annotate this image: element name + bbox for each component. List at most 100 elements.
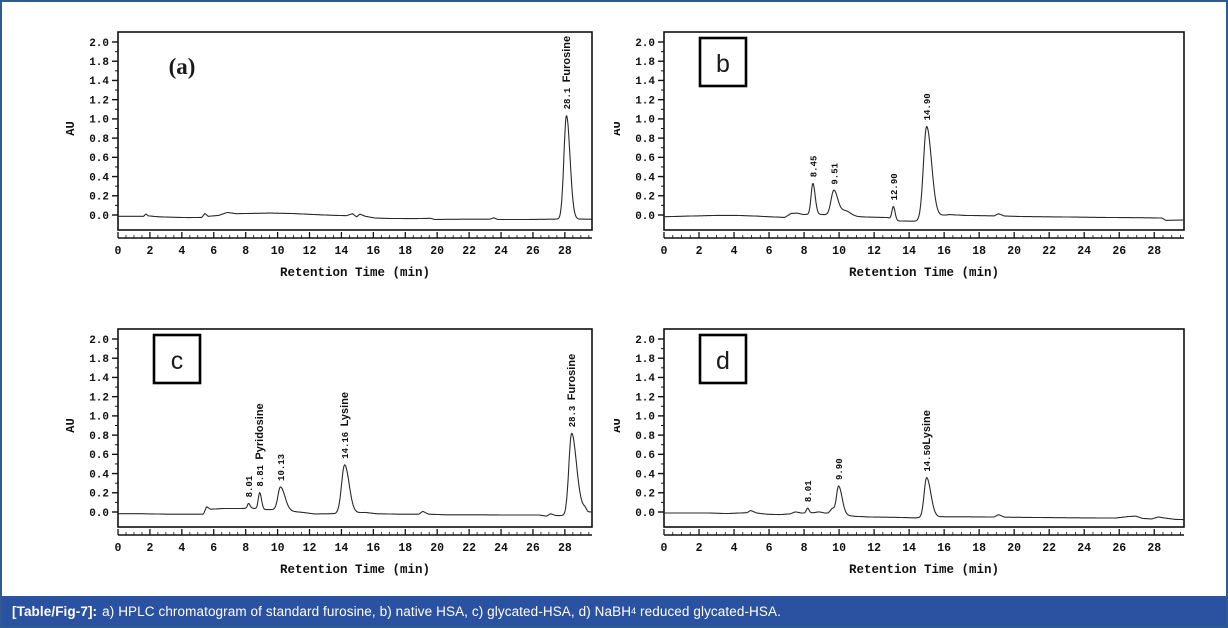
y-tick-label: 2.0 (89, 335, 109, 347)
y-tick-label: 0.6 (635, 153, 655, 165)
panel-b: 2.0 1.8 1.4 1.2 1.0 0.8 0.6 0.4 0.2 0.0 AU 0 2 4 6 8 10 1… (614, 2, 1226, 299)
chromatogram-trace (118, 115, 592, 221)
x-tick-label: 18 (972, 245, 986, 258)
x-tick-label: 16 (937, 245, 951, 258)
x-tick-label: 4 (178, 542, 185, 555)
panel-c: 2.0 1.8 1.4 1.2 1.0 0.8 0.6 0.4 0.2 0.0 AU 0 2 4 6 8 10 1… (2, 299, 614, 596)
y-tick-label: 0.8 (89, 431, 109, 443)
x-tick-label: 10 (832, 245, 846, 258)
chromatogram-trace (664, 125, 1184, 222)
y-tick-label: 0.0 (89, 508, 109, 520)
plot-box (117, 31, 593, 231)
y-tick-label: 0.8 (89, 134, 109, 146)
y-tick-label: 1.2 (635, 95, 655, 107)
y-tick-label: 0.6 (89, 153, 109, 165)
panel-letter: b (716, 50, 730, 78)
chromatogram-grid: 2.0 1.8 1.4 1.2 1.0 0.8 0.6 0.4 0.2 0.0 AU 0 2 4 6 8 10 1… (2, 2, 1226, 596)
y-tick-label: 1.0 (89, 412, 109, 424)
figure-caption: [Table/Fig-7]: a) HPLC chromatogram of st… (2, 596, 1226, 626)
x-axis-title: Retention Time (min) (849, 266, 999, 280)
y-tick-label: 0.8 (635, 134, 655, 146)
y-axis-title: AU (64, 121, 78, 135)
x-tick-label: 16 (366, 542, 380, 555)
x-tick-label: 26 (526, 245, 540, 258)
x-tick-label: 12 (303, 542, 317, 555)
y-tick-label: 1.4 (89, 76, 109, 88)
peak-label: 14.50Lysine (921, 410, 933, 471)
y-tick-label: 1.0 (635, 115, 655, 127)
x-tick-label: 22 (462, 245, 476, 258)
peak-label: 12.90 (890, 173, 900, 200)
y-axis: 2.0 1.8 1.4 1.2 1.0 0.8 0.6 0.4 0.2 0.0 AU (64, 335, 118, 520)
x-tick-label: 2 (146, 542, 153, 555)
y-tick-label: 0.4 (635, 172, 655, 184)
x-tick-label: 0 (115, 245, 122, 258)
y-axis: 2.0 1.8 1.4 1.2 1.0 0.8 0.6 0.4 0.2 0.0 AU (614, 335, 664, 520)
plot-box (117, 328, 593, 528)
y-tick-label: 1.4 (89, 373, 109, 385)
y-tick-label: 0.2 (89, 489, 109, 501)
x-tick-label: 0 (661, 542, 668, 555)
peak-label: 9.51 (830, 162, 840, 184)
x-tick-label: 24 (1077, 542, 1091, 555)
x-tick-label: 20 (1007, 542, 1021, 555)
y-tick-label: 1.8 (89, 57, 109, 69)
x-tick-label: 16 (366, 245, 380, 258)
x-tick-label: 6 (210, 542, 217, 555)
peak-label: 10.13 (277, 454, 287, 481)
peak-label: 28.1 Furosine (561, 36, 573, 109)
x-tick-label: 14 (335, 542, 349, 555)
x-tick-label: 26 (1112, 542, 1126, 555)
panel-letter-box (152, 333, 202, 385)
x-tick-label: 8 (242, 542, 249, 555)
y-axis: 2.0 1.8 1.4 1.2 1.0 0.8 0.6 0.4 0.2 0.0 AU (64, 38, 118, 223)
x-tick-label: 6 (210, 245, 217, 258)
x-tick-label: 26 (1112, 245, 1126, 258)
x-axis-title: Retention Time (min) (280, 563, 430, 577)
x-tick-label: 28 (1147, 542, 1161, 555)
x-tick-label: 4 (731, 245, 738, 258)
y-tick-label: 0.0 (89, 211, 109, 223)
x-tick-label: 18 (398, 245, 412, 258)
y-tick-label: 0.6 (89, 450, 109, 462)
peak-labels: 28.1 Furosine (561, 36, 573, 109)
panel-letter-box (698, 333, 748, 385)
peak-labels: 8.45 9.51 12.90 14.90 (809, 93, 933, 200)
peak-label: 28.3 Furosine (566, 354, 578, 427)
y-tick-label: 0.4 (635, 469, 655, 481)
y-tick-label: 1.0 (635, 412, 655, 424)
x-tick-label: 24 (494, 245, 508, 258)
y-tick-label: 1.4 (635, 76, 655, 88)
x-tick-label: 28 (558, 542, 572, 555)
caption-label: [Table/Fig-7]: (12, 603, 98, 619)
y-tick-label: 2.0 (89, 38, 109, 50)
x-tick-label: 10 (271, 245, 285, 258)
x-tick-label: 14 (902, 245, 916, 258)
y-tick-label: 1.8 (89, 354, 109, 366)
x-tick-label: 28 (558, 245, 572, 258)
x-tick-label: 24 (494, 542, 508, 555)
peak-label: 8.01 (245, 475, 255, 497)
peak-label: 8.01 (804, 480, 814, 502)
y-tick-label: 2.0 (635, 38, 655, 50)
chromatogram-trace (664, 477, 1184, 521)
y-tick-label: 2.0 (635, 335, 655, 347)
x-tick-label: 8 (801, 245, 808, 258)
peak-label: 14.90 (923, 93, 933, 120)
x-tick-label: 4 (178, 245, 185, 258)
y-axis: 2.0 1.8 1.4 1.2 1.0 0.8 0.6 0.4 0.2 0.0 AU (614, 38, 664, 223)
peak-labels: 8.01 8.81 Pyridosine 10.13 14.16 Lysine 28.3… (245, 354, 578, 498)
plot-box (663, 31, 1185, 231)
peak-label: 9.90 (835, 458, 845, 480)
y-tick-label: 0.2 (635, 192, 655, 204)
y-tick-label: 0.4 (89, 469, 109, 481)
x-tick-label: 14 (335, 245, 349, 258)
x-tick-label: 4 (731, 542, 738, 555)
x-tick-label: 6 (766, 245, 773, 258)
